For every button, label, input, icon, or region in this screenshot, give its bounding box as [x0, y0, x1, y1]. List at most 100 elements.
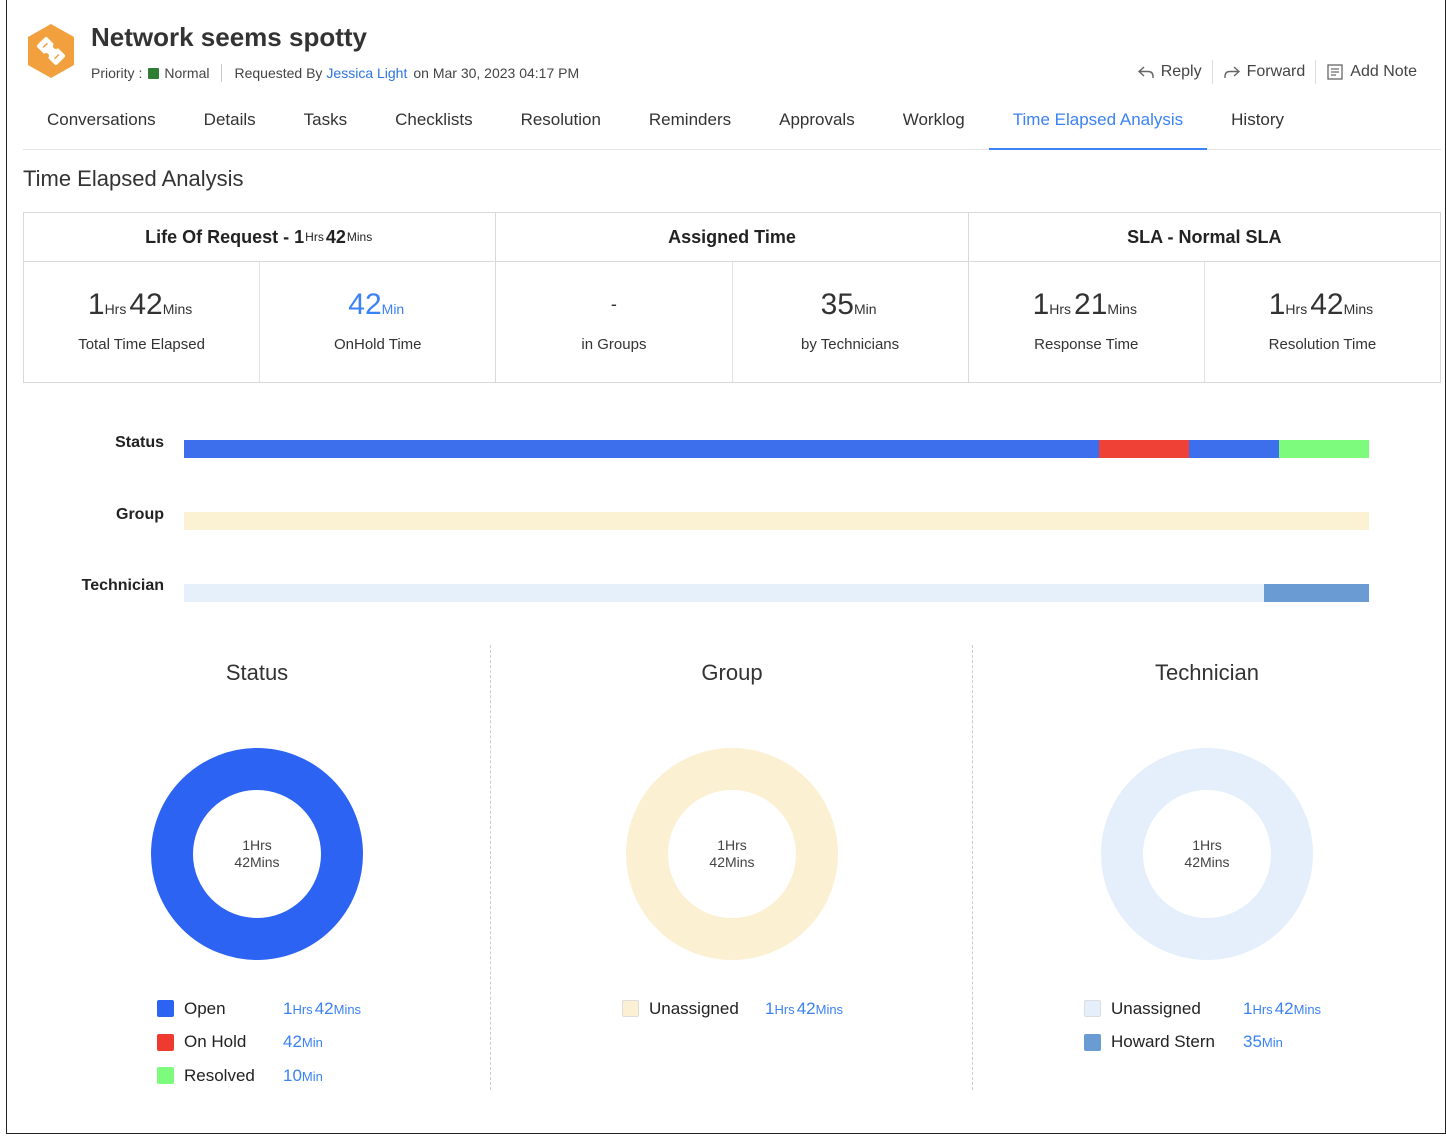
timeline-segment-howard-stern[interactable] [1263, 584, 1369, 602]
legend-value-h: 1 [765, 998, 775, 1018]
meta-divider [221, 64, 223, 82]
legend-value-m: 10 [283, 1065, 302, 1085]
donut-slice[interactable] [1101, 748, 1313, 960]
legend-value: 1Hrs 42Mins [1243, 999, 1323, 1019]
legend-swatch [622, 1000, 639, 1018]
time-summary-table: Life Of Request - 1 Hrs 42 Mins Assigned Ti… [23, 212, 1441, 383]
legend-item[interactable]: Unassigned 1Hrs 42Mins [622, 992, 843, 1026]
donut-slice[interactable] [626, 748, 838, 960]
timeline-segment-open[interactable] [1188, 440, 1279, 458]
legend-value-m-unit: Mins [333, 1001, 362, 1017]
requested-by-label: Requested By [234, 65, 323, 81]
legend-value: 35Min [1243, 1032, 1285, 1052]
legend-value-m: 42 [314, 998, 334, 1018]
forward-label: Forward [1246, 63, 1306, 80]
legend-value-h: 1 [283, 998, 293, 1018]
onhold-time-cell: 42Min OnHold Time [260, 262, 497, 382]
tab-reminders[interactable]: Reminders [648, 110, 732, 129]
forward-button[interactable]: Forward [1213, 63, 1316, 81]
reply-label: Reply [1160, 63, 1202, 80]
donut-chart[interactable] [626, 748, 838, 960]
legend-label: Resolved [184, 1065, 255, 1085]
donut-center-hours: 1Hrs [1192, 837, 1222, 853]
tab-checklists[interactable]: Checklists [395, 110, 473, 129]
legend-value-m: 35 [1243, 1032, 1262, 1052]
timeline-segment-open[interactable] [184, 440, 1099, 458]
tab-worklog[interactable]: Worklog [902, 110, 965, 129]
metric-caption: by Technicians [801, 336, 900, 353]
total-time-elapsed-cell: 1Hrs 42Mins Total Time Elapsed [24, 262, 261, 382]
priority-color-indicator [148, 67, 160, 79]
metric-caption: in Groups [581, 336, 647, 353]
reply-button[interactable]: Reply [1127, 63, 1212, 81]
legend-value-m-unit: Mins [1293, 1001, 1322, 1017]
legend-value-h-unit: Hrs [1252, 1001, 1273, 1017]
legend-value-m-unit: Mins [815, 1001, 844, 1017]
donut-center-mins: 42Mins [234, 854, 280, 870]
legend-value-m: 42 [796, 998, 816, 1018]
legend-label: On Hold [184, 1032, 247, 1052]
timeline-segment-on-hold[interactable] [1098, 440, 1189, 458]
tab-details[interactable]: Details [203, 110, 256, 129]
group-timeline-bar [184, 512, 1369, 530]
legend-value-m: 42 [1274, 998, 1294, 1018]
assigned-time-header: Assigned Time [496, 213, 969, 261]
legend-item[interactable]: Howard Stern 35Min [1084, 1026, 1283, 1060]
timeline-segment-resolved[interactable] [1278, 440, 1369, 458]
life-of-request-header: Life Of Request - 1 Hrs 42 Mins [24, 213, 497, 261]
donut-legend: Unassigned 1Hrs 42Mins Howard Stern 35Min [1084, 992, 1321, 1060]
resolution-time-cell: 1Hrs 42Mins Resolution Time [1205, 262, 1440, 382]
donut-chart[interactable] [1101, 748, 1313, 960]
legend-value: 10Min [283, 1066, 325, 1086]
legend-value: 42Min [283, 1032, 325, 1052]
add-note-button[interactable]: Add Note [1316, 63, 1427, 81]
donut-center-total: 1Hrs 42Mins [151, 748, 363, 960]
group-timeline-label: Group [116, 506, 164, 523]
technician-donut-panel: Technician 1Hrs 42Mins Unassigned 1Hrs 42Mins… [972, 660, 1442, 1051]
donut-chart[interactable] [151, 748, 363, 960]
technician-timeline-bar [184, 584, 1369, 602]
metric-value: - [610, 294, 617, 314]
donut-center-mins: 42Mins [709, 854, 755, 870]
legend-label: Howard Stern [1111, 1032, 1215, 1052]
donut-center-total: 1Hrs 42Mins [626, 748, 838, 960]
metric-caption: Response Time [1034, 336, 1139, 353]
forward-icon [1223, 66, 1240, 78]
timeline-segment-unassigned[interactable] [184, 512, 1369, 530]
tab-resolution[interactable]: Resolution [520, 110, 601, 129]
request-meta: Priority : Normal Requested By Jessica L… [91, 64, 579, 82]
life-mins: 42 [325, 226, 346, 247]
legend-item[interactable]: On Hold 42Min [157, 1026, 323, 1060]
legend-item[interactable]: Open 1Hrs 42Mins [157, 992, 361, 1026]
legend-value-m-unit: Min [301, 1035, 323, 1051]
donut-slice[interactable] [151, 748, 363, 960]
donut-center-hours: 1Hrs [242, 837, 272, 853]
requester-link[interactable]: Jessica Light [326, 65, 408, 81]
legend-value: 1Hrs 42Mins [283, 999, 363, 1019]
reply-icon [1137, 66, 1154, 78]
tab-tasks[interactable]: Tasks [303, 110, 348, 129]
donut-center-total: 1Hrs 42Mins [1101, 748, 1313, 960]
tab-approvals[interactable]: Approvals [779, 110, 855, 129]
legend-swatch [157, 1000, 174, 1018]
metric-value: 1Hrs 42Mins [1268, 288, 1374, 321]
ticket-icon [28, 24, 74, 78]
legend-item[interactable]: Unassigned 1Hrs 42Mins [1084, 992, 1321, 1026]
donut-title: Technician [1155, 660, 1259, 685]
donut-center-hours: 1Hrs [717, 837, 747, 853]
sla-header: SLA - Normal SLA [1127, 226, 1282, 247]
tab-conversations[interactable]: Conversations [47, 110, 156, 129]
panel-divider [972, 645, 973, 1090]
tab-time-elapsed-analysis[interactable]: Time Elapsed Analysis [988, 96, 1208, 150]
legend-value-h: 1 [1243, 998, 1253, 1018]
legend-value-m: 42 [283, 1032, 302, 1052]
status-donut-panel: Status 1Hrs 42Mins Open 1Hrs 42Mins On Hold 42M… [22, 660, 492, 1085]
donut-title: Group [701, 660, 763, 685]
summary-header-row: Life Of Request - 1 Hrs 42 Mins Assigned Ti… [24, 213, 1440, 262]
timeline-segment-unassigned[interactable] [184, 584, 1264, 602]
legend-item[interactable]: Resolved 10Min [157, 1059, 323, 1093]
priority-label: Priority : [91, 65, 143, 81]
tab-history[interactable]: History [1231, 110, 1285, 129]
add-note-label: Add Note [1350, 63, 1417, 80]
life-hours: 1 [294, 226, 305, 247]
